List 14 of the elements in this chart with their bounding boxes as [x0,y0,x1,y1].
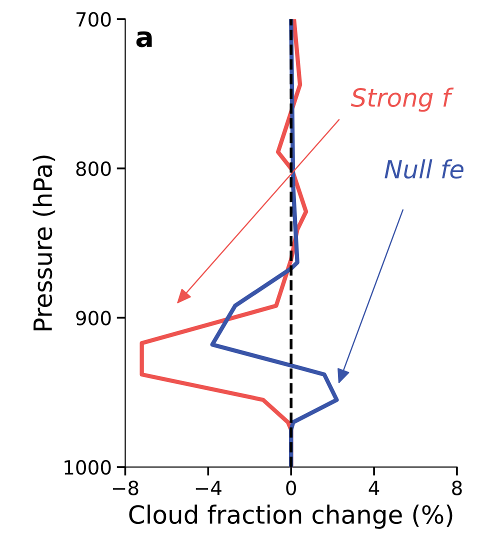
annotation: Strong f [350,88,454,112]
x-tick-label: 0 [286,480,296,496]
x-tick-label: −4 [196,480,222,496]
x-tick-label: −8 [112,480,138,496]
x-axis-title: Cloud fraction change (%) [129,504,452,529]
y-tick-label: 700 [76,12,111,27]
annotation: a [136,31,152,48]
y-axis-title: Pressure (hPa) [32,156,56,330]
y-tick-label: 800 [76,161,111,176]
y-tick-label: 1000 [64,460,111,475]
y-tick-label: 900 [76,310,111,326]
annotation: Null fe [384,159,464,179]
x-tick-label: 4 [368,480,380,496]
x-tick-label: 8 [452,480,462,496]
